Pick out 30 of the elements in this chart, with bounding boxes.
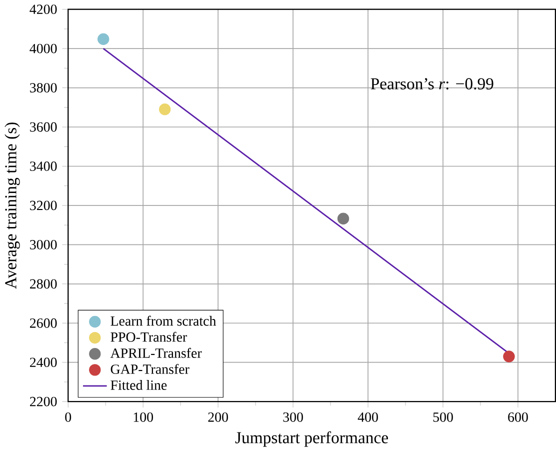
y-tick-label: 2400 — [30, 357, 57, 367]
y-tick-label: 3600 — [30, 122, 57, 132]
y-tick-label: 3000 — [30, 240, 57, 250]
point — [337, 212, 350, 224]
x-tick-label: 600 — [508, 412, 528, 422]
legend-label: PPO-Transfer — [110, 332, 188, 342]
y-tick-label: 3400 — [30, 161, 57, 171]
point — [503, 350, 515, 362]
y-axis-title: Average training time (s) — [4, 122, 20, 289]
legend-label: Learn from scratch — [110, 316, 216, 326]
y-tick-label: 4200 — [30, 4, 57, 14]
y-tick-label: 3200 — [30, 200, 57, 210]
y-tick-label: 2800 — [30, 279, 57, 288]
x-tick-label: 300 — [283, 412, 303, 422]
x-axis-title: Jumpstart performance — [235, 431, 388, 447]
x-tick-label: 400 — [358, 412, 378, 422]
x-tick-label: 0 — [65, 412, 72, 422]
y-tick-label: 2600 — [30, 318, 57, 328]
point — [98, 33, 110, 45]
y-tick-label: 4000 — [30, 44, 57, 54]
annotation: Pearson’s r: −0.99 — [370, 78, 494, 90]
x-tick-label: 500 — [433, 412, 453, 422]
y-tick-label: 2200 — [30, 396, 57, 406]
legend-label: GAP-Transfer — [110, 364, 190, 374]
x-tick-label: 100 — [134, 412, 154, 422]
x-tick-label: 200 — [208, 412, 228, 422]
legend-label: APRIL-Transfer — [110, 348, 202, 358]
y-tick-label: 3800 — [30, 82, 57, 92]
point — [158, 103, 171, 116]
legend-label: Fitted line — [110, 380, 167, 390]
